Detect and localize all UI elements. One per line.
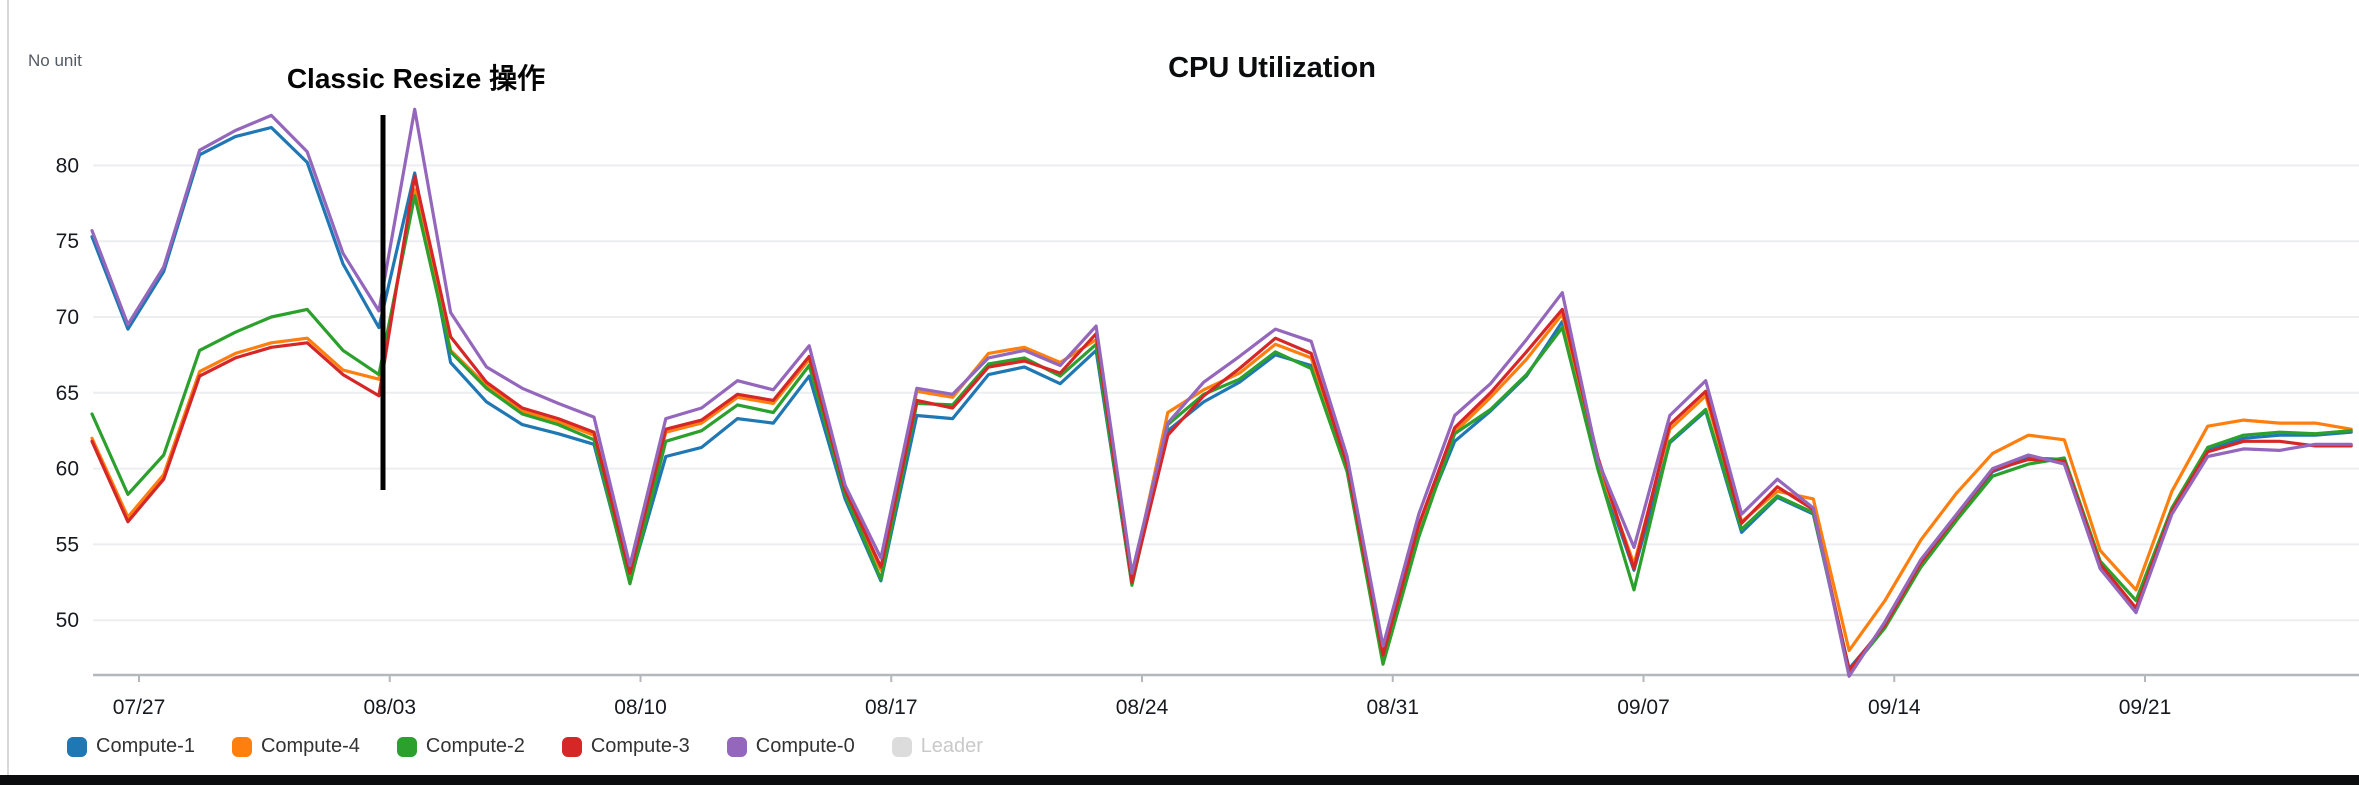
legend-swatch-compute-0 (726, 736, 747, 757)
legend-label: Leader (920, 735, 983, 757)
legend-item-compute-4[interactable]: Compute-4 (231, 735, 360, 758)
chart-legend: Compute-1 Compute-4 Compute-2 Compute-3 Comp… (67, 735, 983, 758)
legend-swatch-compute-2 (396, 736, 417, 757)
legend-item-compute-1[interactable]: Compute-1 (67, 735, 195, 758)
x-axis-tick-label: 08/17 (865, 696, 918, 719)
classic-resize-annotation-label: Classic Resize 操作 (287, 63, 545, 94)
legend-label: Compute-0 (755, 735, 855, 757)
y-axis-tick-label: 75 (56, 230, 79, 253)
x-axis-tick-label: 09/21 (2119, 696, 2172, 719)
y-axis-tick-label: 50 (56, 609, 79, 632)
legend-item-leader[interactable]: Leader (891, 735, 983, 758)
series-line-compute-3[interactable] (90, 174, 2353, 672)
x-axis-tick-label: 09/07 (1617, 696, 1670, 719)
y-axis-tick-label: 55 (56, 533, 79, 556)
legend-item-compute-2[interactable]: Compute-2 (396, 735, 525, 758)
x-axis-tick-label: 09/14 (1868, 696, 1921, 719)
y-axis-tick-label: 60 (56, 458, 79, 481)
window-bottom-edge (0, 775, 2359, 785)
legend-label: Compute-3 (590, 735, 690, 757)
chart-title: CPU Utilization (1168, 52, 1376, 84)
y-axis-tick-label: 80 (56, 154, 79, 177)
window-left-border (7, 0, 9, 775)
x-axis-tick-label: 08/10 (614, 696, 667, 719)
y-axis-tick-label: 65 (56, 382, 79, 405)
legend-swatch-compute-3 (561, 736, 582, 757)
legend-swatch-compute-4 (231, 736, 252, 757)
legend-item-compute-0[interactable]: Compute-0 (726, 735, 855, 758)
series-line-compute-0[interactable] (90, 107, 2353, 678)
legend-item-compute-3[interactable]: Compute-3 (561, 735, 690, 758)
y-axis-unit-label: No unit (28, 51, 82, 70)
x-axis-tick-label: 07/27 (113, 696, 166, 719)
x-axis-tick-label: 08/31 (1366, 696, 1419, 719)
series-line-compute-2[interactable] (90, 194, 2353, 674)
legend-swatch-leader (891, 736, 912, 757)
y-axis-tick-label: 70 (56, 306, 79, 329)
legend-label: Compute-2 (425, 735, 525, 757)
legend-label: Compute-4 (260, 735, 360, 757)
legend-label: Compute-1 (96, 735, 195, 757)
x-axis-tick-label: 08/03 (363, 696, 416, 719)
legend-swatch-compute-1 (67, 736, 87, 757)
x-axis-tick-label: 08/24 (1116, 696, 1169, 719)
